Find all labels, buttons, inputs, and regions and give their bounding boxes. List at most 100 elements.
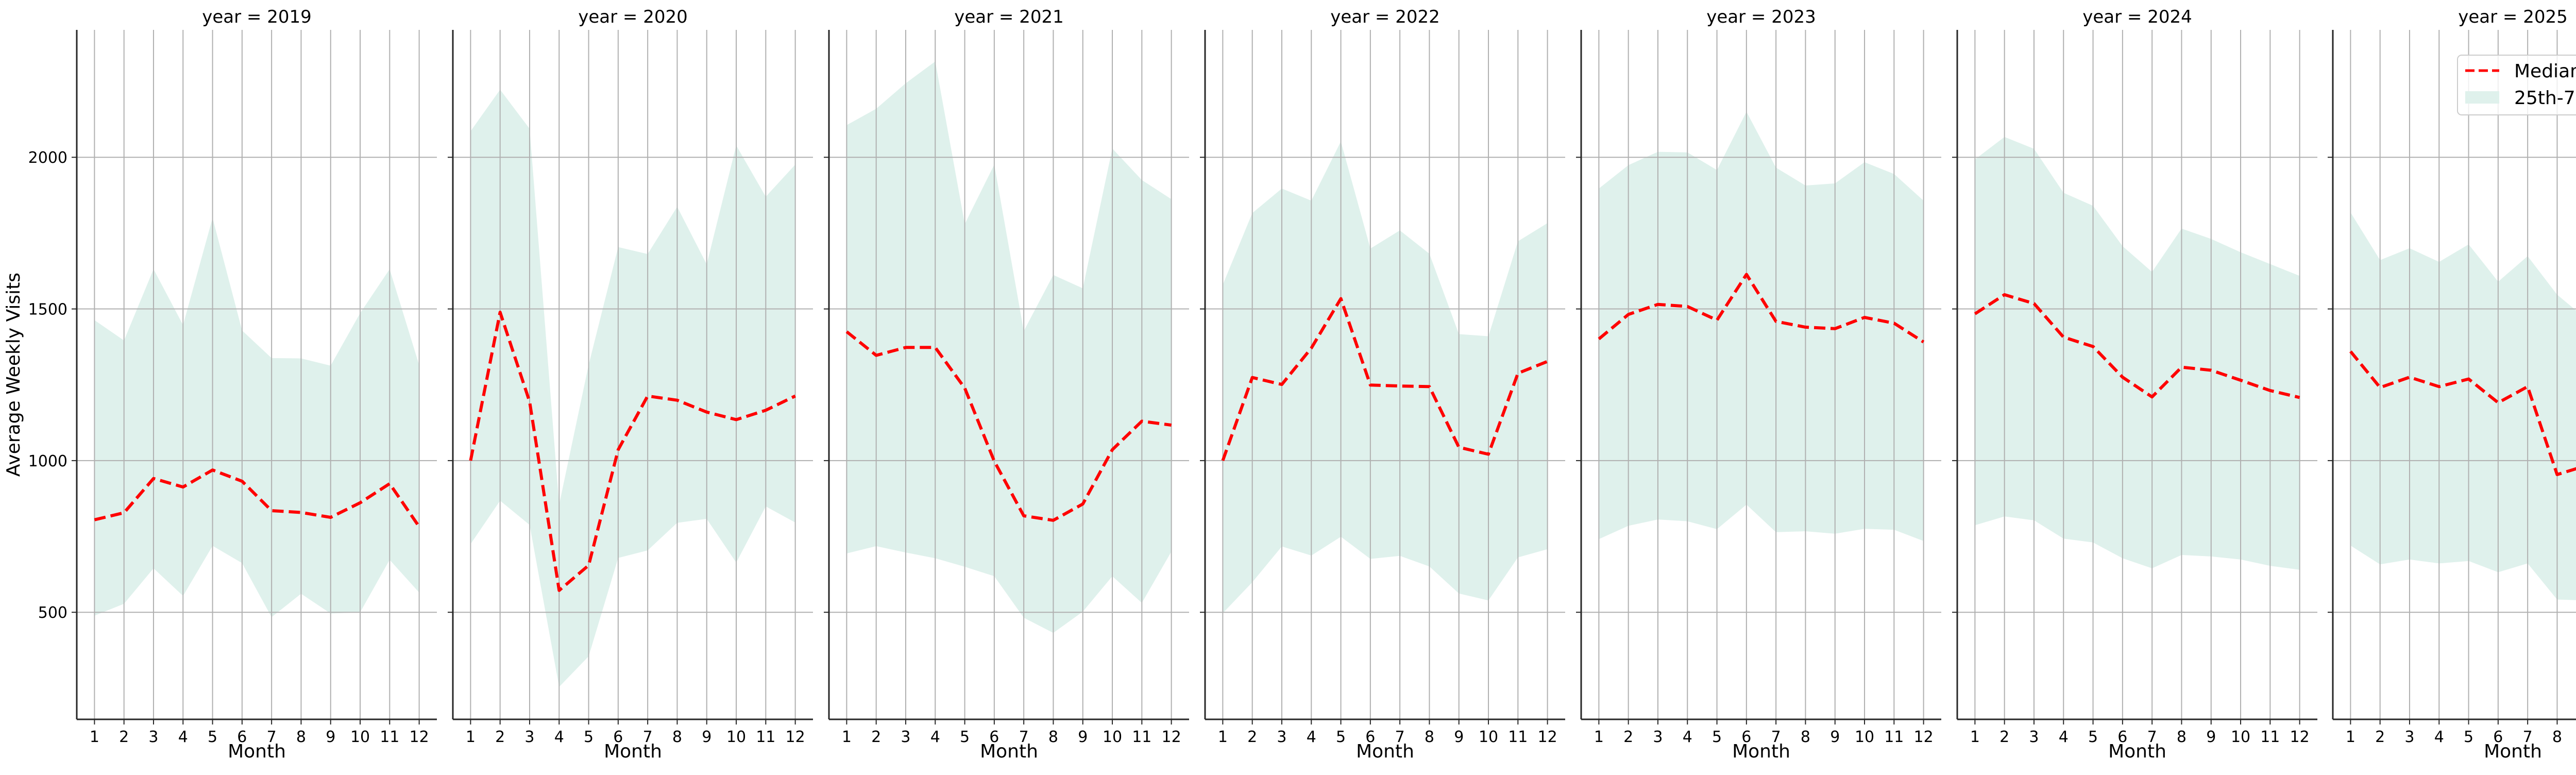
panel-title: year = 2019 xyxy=(202,7,311,27)
median-line xyxy=(94,468,421,528)
x-tick-label: 5 xyxy=(1712,728,1722,746)
x-tick-label: 4 xyxy=(1683,728,1692,746)
panel-title: year = 2024 xyxy=(2082,7,2192,27)
x-tick-label: 7 xyxy=(267,728,277,746)
x-tick-label: 10 xyxy=(1479,728,1498,746)
x-tick-label: 2 xyxy=(1247,728,1257,746)
x-tick-label: 6 xyxy=(2493,728,2503,746)
y-tick-label: 1000 xyxy=(28,452,67,470)
y-tick-label: 1500 xyxy=(28,301,67,319)
iqr-band xyxy=(1975,137,2300,570)
x-tick-label: 7 xyxy=(643,728,653,746)
x-tick-label: 3 xyxy=(2404,728,2414,746)
x-tick-label: 2 xyxy=(119,728,129,746)
x-axis-label: Month xyxy=(228,741,286,762)
median-line xyxy=(1974,293,2300,399)
x-tick-label: 8 xyxy=(1425,728,1434,746)
legend-iqr-fill-swatch-icon xyxy=(2465,91,2499,104)
median-line xyxy=(1221,297,1548,461)
x-tick-label: 11 xyxy=(380,728,399,746)
x-tick-label: 4 xyxy=(2434,728,2444,746)
x-tick-label: 7 xyxy=(1019,728,1029,746)
panel-title: year = 2021 xyxy=(954,7,1063,27)
x-tick-label: 6 xyxy=(237,728,247,746)
x-tick-label: 4 xyxy=(554,728,564,746)
median-line xyxy=(1598,273,1925,344)
x-tick-label: 7 xyxy=(1395,728,1405,746)
y-tick-label: 2000 xyxy=(28,149,67,167)
legend: Median 25th-75th Percentile xyxy=(2457,55,2576,115)
x-tick-label: 1 xyxy=(1970,728,1980,746)
x-axis-label: Month xyxy=(604,741,662,762)
x-tick-label: 3 xyxy=(524,728,534,746)
x-tick-label: 9 xyxy=(2206,728,2216,746)
x-tick-label: 11 xyxy=(1508,728,1528,746)
panel-title: year = 2025 xyxy=(2458,7,2567,27)
x-tick-label: 12 xyxy=(2290,728,2310,746)
x-tick-label: 9 xyxy=(1454,728,1464,746)
x-tick-label: 6 xyxy=(989,728,999,746)
x-tick-label: 1 xyxy=(1594,728,1604,746)
x-axis-label: Month xyxy=(1732,741,1790,762)
iqr-band xyxy=(470,90,795,687)
panel-title: year = 2023 xyxy=(1706,7,1816,27)
iqr-band xyxy=(846,61,1172,633)
iqr-band xyxy=(94,218,419,617)
x-tick-label: 1 xyxy=(1218,728,1228,746)
x-tick-label: 2 xyxy=(495,728,505,746)
x-tick-label: 8 xyxy=(672,728,682,746)
x-tick-label: 10 xyxy=(350,728,370,746)
x-tick-label: 2 xyxy=(2375,728,2385,746)
x-tick-label: 5 xyxy=(2088,728,2098,746)
x-tick-label: 6 xyxy=(2117,728,2127,746)
x-tick-label: 3 xyxy=(2029,728,2039,746)
legend-median-label: Median xyxy=(2514,61,2576,82)
y-tick-label: 500 xyxy=(38,604,67,622)
x-tick-label: 4 xyxy=(178,728,188,746)
iqr-band xyxy=(1223,141,1548,614)
x-tick-label: 6 xyxy=(1741,728,1751,746)
x-tick-label: 9 xyxy=(1830,728,1840,746)
x-tick-label: 1 xyxy=(2346,728,2355,746)
x-tick-label: 2 xyxy=(871,728,881,746)
x-tick-label: 1 xyxy=(466,728,476,746)
panel-title: year = 2022 xyxy=(1330,7,1439,27)
x-tick-label: 6 xyxy=(613,728,623,746)
x-tick-label: 7 xyxy=(2147,728,2157,746)
x-tick-label: 12 xyxy=(786,728,805,746)
x-tick-label: 7 xyxy=(1771,728,1781,746)
x-tick-label: 4 xyxy=(930,728,940,746)
x-tick-label: 12 xyxy=(1162,728,1181,746)
x-tick-label: 3 xyxy=(148,728,158,746)
x-tick-label: 7 xyxy=(2523,728,2533,746)
x-tick-label: 1 xyxy=(842,728,852,746)
y-axis-label: Average Weekly Visits xyxy=(3,273,24,477)
x-tick-label: 2 xyxy=(1999,728,2009,746)
x-tick-label: 5 xyxy=(960,728,970,746)
x-axis-label: Month xyxy=(2484,741,2542,762)
x-tick-label: 5 xyxy=(1336,728,1346,746)
x-tick-label: 6 xyxy=(1365,728,1375,746)
panel-title: year = 2020 xyxy=(578,7,687,27)
x-tick-label: 4 xyxy=(2059,728,2069,746)
x-tick-label: 5 xyxy=(208,728,217,746)
x-tick-label: 11 xyxy=(1884,728,1904,746)
x-tick-label: 12 xyxy=(1538,728,1557,746)
x-tick-label: 3 xyxy=(1653,728,1663,746)
x-tick-label: 10 xyxy=(726,728,746,746)
x-tick-label: 11 xyxy=(2260,728,2280,746)
iqr-band xyxy=(2350,212,2576,600)
median-line xyxy=(469,311,796,592)
x-tick-label: 8 xyxy=(2552,728,2562,746)
iqr-band xyxy=(1599,111,1924,541)
legend-iqr-label: 25th-75th Percentile xyxy=(2514,88,2576,109)
x-tick-label: 4 xyxy=(1307,728,1316,746)
